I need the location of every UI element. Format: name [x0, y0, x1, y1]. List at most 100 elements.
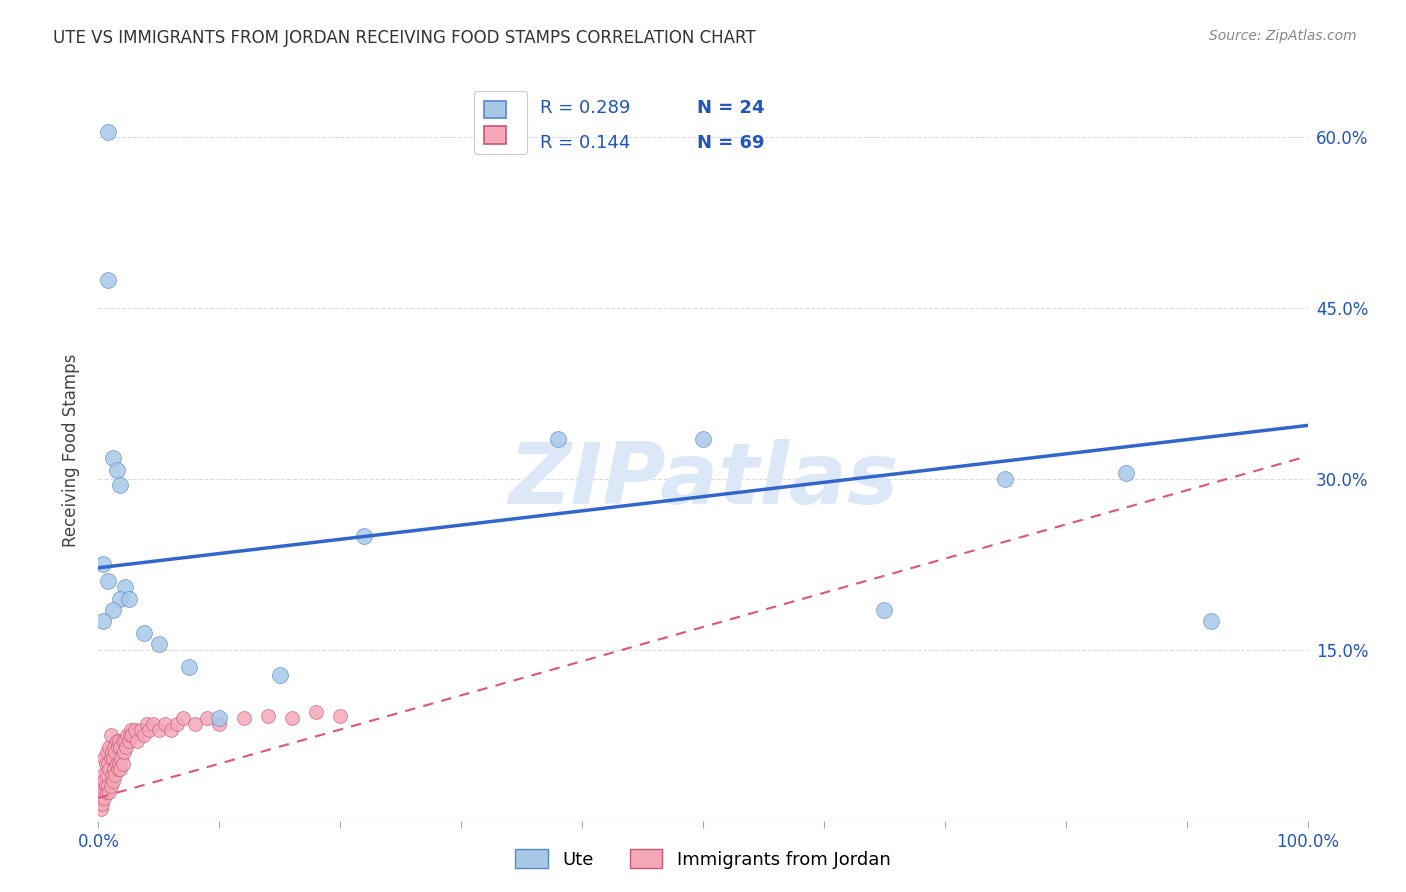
Point [101, 603, 124, 617]
Point [208, 711, 231, 725]
Point [118, 734, 141, 748]
Point [100, 768, 122, 782]
Point [148, 723, 170, 737]
Point [91, 558, 114, 572]
Point [112, 745, 135, 759]
Text: R = 0.144: R = 0.144 [540, 134, 630, 152]
Text: Source: ZipAtlas.com: Source: ZipAtlas.com [1209, 29, 1357, 43]
Point [108, 739, 131, 754]
Point [91, 785, 114, 799]
Point [160, 723, 183, 737]
Point [692, 432, 714, 446]
Point [117, 728, 139, 742]
Point [103, 739, 125, 754]
Point [100, 728, 122, 742]
Point [94, 780, 117, 794]
Point [108, 477, 131, 491]
Point [97, 124, 120, 138]
Point [105, 756, 128, 771]
Point [105, 734, 128, 748]
Point [305, 706, 328, 720]
Point [118, 728, 141, 742]
Point [91, 797, 114, 811]
Point [208, 716, 231, 731]
Point [148, 637, 170, 651]
Point [329, 709, 352, 723]
Point [118, 591, 141, 606]
Point [256, 709, 278, 723]
Point [97, 780, 120, 794]
Point [184, 716, 207, 731]
Text: N = 24: N = 24 [697, 99, 765, 117]
Point [101, 751, 124, 765]
Point [97, 272, 120, 286]
Point [91, 780, 114, 794]
Point [107, 739, 129, 754]
Point [101, 773, 124, 788]
Legend: , : , [474, 91, 527, 153]
Point [94, 756, 117, 771]
Point [93, 790, 115, 805]
Point [91, 615, 114, 629]
Point [105, 463, 128, 477]
Point [101, 451, 124, 466]
Point [142, 716, 165, 731]
Point [172, 711, 194, 725]
Point [138, 723, 160, 737]
Point [1199, 615, 1222, 629]
Point [100, 751, 122, 765]
Point [153, 716, 176, 731]
Point [98, 763, 121, 777]
Point [121, 728, 143, 742]
Point [129, 723, 152, 737]
Point [90, 790, 112, 805]
Point [104, 745, 127, 759]
Point [281, 711, 304, 725]
Point [232, 711, 254, 725]
Point [115, 739, 138, 754]
Point [120, 723, 142, 737]
Point [269, 668, 291, 682]
Point [111, 756, 134, 771]
Point [97, 756, 120, 771]
Text: R = 0.289: R = 0.289 [540, 99, 630, 117]
Y-axis label: Receiving Food Stamps: Receiving Food Stamps [62, 354, 80, 547]
Point [98, 739, 121, 754]
Point [90, 802, 112, 816]
Point [134, 625, 156, 640]
Point [111, 734, 134, 748]
Point [114, 734, 136, 748]
Point [96, 768, 118, 782]
Point [994, 472, 1017, 486]
Point [108, 591, 131, 606]
Point [91, 768, 114, 782]
Point [179, 660, 201, 674]
Point [93, 773, 115, 788]
Point [96, 745, 118, 759]
Point [547, 432, 569, 446]
Point [103, 763, 125, 777]
Point [195, 711, 218, 725]
Point [104, 768, 127, 782]
Point [96, 785, 118, 799]
Point [108, 734, 131, 748]
Point [93, 751, 115, 765]
Text: ZIPatlas: ZIPatlas [508, 439, 898, 522]
Point [97, 574, 120, 589]
Point [108, 763, 131, 777]
Text: N = 69: N = 69 [697, 134, 765, 152]
Point [110, 751, 132, 765]
Point [873, 603, 896, 617]
Legend: Ute, Immigrants from Jordan: Ute, Immigrants from Jordan [508, 841, 898, 876]
Point [1115, 467, 1137, 481]
Point [108, 756, 131, 771]
Point [166, 716, 188, 731]
Point [100, 780, 122, 794]
Point [114, 580, 136, 594]
Point [124, 723, 146, 737]
Point [127, 734, 149, 748]
Point [134, 728, 156, 742]
Point [100, 745, 122, 759]
Text: UTE VS IMMIGRANTS FROM JORDAN RECEIVING FOOD STAMPS CORRELATION CHART: UTE VS IMMIGRANTS FROM JORDAN RECEIVING … [53, 29, 756, 46]
Point [353, 529, 375, 543]
